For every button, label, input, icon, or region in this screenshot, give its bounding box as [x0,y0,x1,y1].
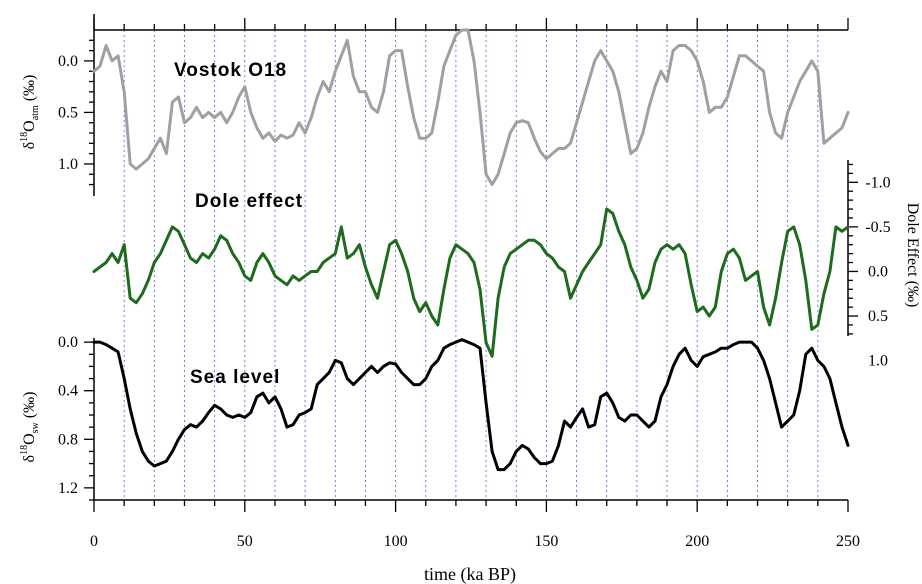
x-tick-label: 200 [685,533,709,550]
dole-title: Dole effect [195,191,303,212]
x-tick-label: 250 [836,533,860,550]
sealevel-y-tick-label: 0.0 [58,334,78,351]
sealevel-series-line [94,340,848,470]
dole-y-tick-label: 0.5 [868,308,888,325]
x-tick-label: 50 [237,533,253,550]
series [94,30,848,470]
dole-y-tick-label: 1.0 [868,353,888,370]
sealevel-y-tick-label: 1.2 [58,480,78,497]
vostok-y-tick-label: 1.0 [58,156,78,173]
vostok-y-tick-label: 0.5 [58,104,78,121]
svg-text:δ18Osw (‰): δ18Osw (‰) [19,392,41,463]
sealevel-ylabel: δ18Osw (‰) [19,392,41,463]
vostok-title: Vostok O18 [174,60,287,81]
x-tick-label: 0 [90,533,98,550]
sealevel-y-tick-label: 0.8 [58,431,78,448]
sealevel-title: Sea level [190,367,280,388]
x-tick-label: 150 [534,533,558,550]
vostok-ylabel: δ18Oatm (‰) [19,75,41,150]
sealevel-y-tick-label: 0.4 [58,383,78,400]
svg-text:Dole Effect (‰): Dole Effect (‰) [904,203,921,308]
dole-series-line [94,209,848,356]
x-axis-label: time (ka BP) [424,564,516,584]
dole-y-tick-label: 0.0 [868,263,888,280]
vostok-y-tick-label: 0.0 [58,53,78,70]
vostok-series-line [94,30,848,185]
dole-y-tick-label: -1.0 [865,174,890,191]
dole-y-tick-label: -0.5 [865,219,890,236]
grid [124,30,818,500]
x-tick-label: 100 [384,533,408,550]
svg-text:δ18Oatm (‰): δ18Oatm (‰) [19,75,41,150]
dole-ylabel: Dole Effect (‰) [904,203,921,308]
